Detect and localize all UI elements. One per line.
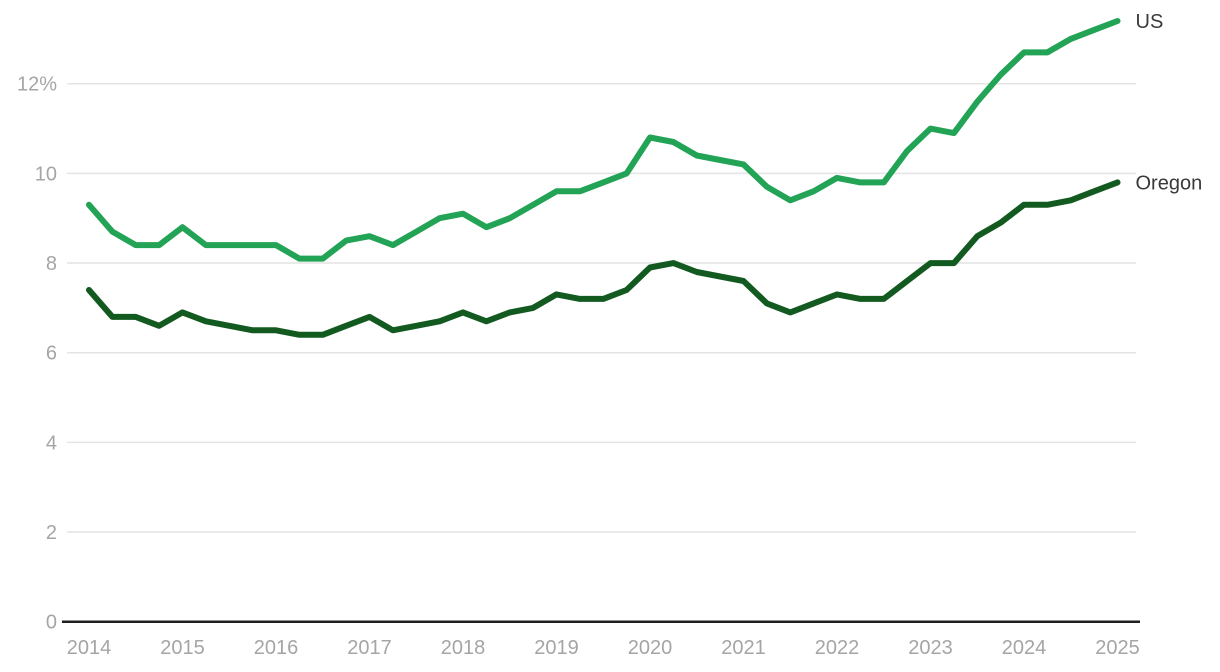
series-labels-group: US Oregon [1136, 11, 1203, 194]
x-tick-label: 2015 [160, 637, 205, 659]
x-tick-label: 2020 [628, 637, 673, 659]
x-tick-label: 2024 [1002, 637, 1047, 659]
x-tick-label: 2016 [254, 637, 299, 659]
us-line [86, 18, 1121, 262]
y-axis-labels-group: 0 2 4 6 8 10 12% [17, 74, 57, 634]
x-tick-label: 2023 [908, 637, 953, 659]
y-tick-label: 8 [46, 253, 57, 275]
y-tick-label: 10 [35, 163, 57, 185]
x-tick-label: 2021 [721, 637, 766, 659]
x-tick-label: 2019 [534, 637, 579, 659]
series-label-us: US [1136, 11, 1164, 33]
x-tick-label: 2017 [347, 637, 392, 659]
y-tick-label: 2 [46, 522, 57, 544]
y-tick-label: 0 [46, 612, 57, 634]
oregon-line [86, 179, 1121, 338]
series-label-oregon: Oregon [1136, 172, 1203, 194]
x-tick-label: 2014 [67, 637, 112, 659]
x-tick-label: 2022 [815, 637, 860, 659]
series-lines-group [86, 18, 1121, 338]
x-axis-labels-group: 2014 2015 2016 2017 2018 2019 2020 2021 2022 2023… [67, 637, 1140, 659]
x-tick-label: 2025 [1095, 637, 1140, 659]
y-tick-label: 12% [17, 74, 57, 96]
gridlines-group [67, 82, 1136, 533]
x-tick-label: 2018 [441, 637, 486, 659]
y-tick-label: 4 [46, 432, 57, 454]
y-tick-label: 6 [46, 343, 57, 365]
